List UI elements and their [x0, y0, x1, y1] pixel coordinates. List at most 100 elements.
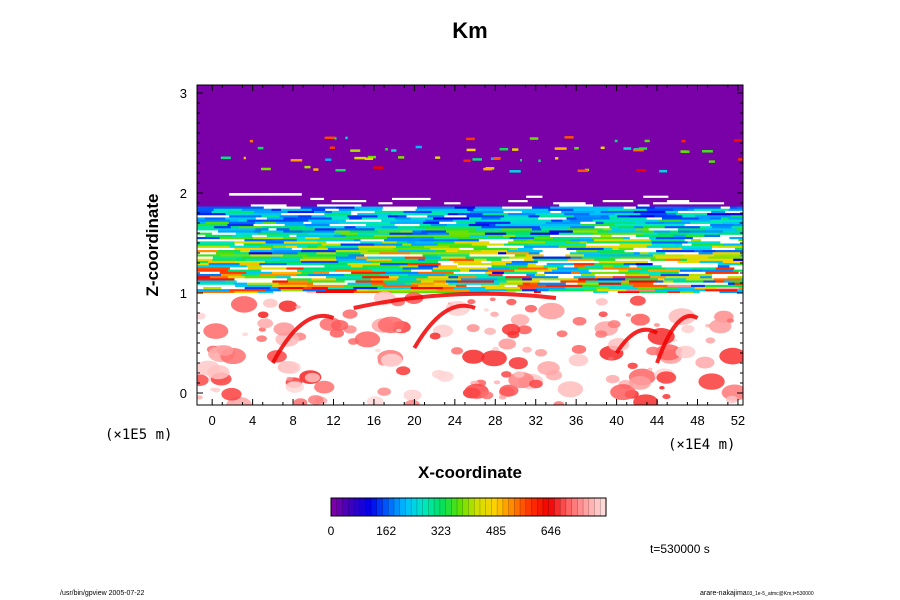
blob [610, 384, 636, 401]
turbulence-cell [437, 243, 473, 246]
turbulence-cell [340, 232, 358, 235]
turbulence-cell [310, 197, 325, 201]
blob [314, 380, 335, 394]
turbulence-cell [635, 193, 660, 196]
turbulence-cell [532, 256, 571, 259]
turbulence-cell [502, 273, 527, 277]
turbulence-cell [448, 232, 486, 235]
turbulence-cell [727, 275, 743, 279]
turbulence-cell [545, 273, 582, 277]
turbulence-cell [603, 227, 613, 231]
turbulence-cell [415, 225, 446, 229]
turbulence-cell [558, 232, 594, 235]
turbulence-cell [632, 284, 669, 287]
colorbar-cell [428, 498, 435, 516]
turbulence-cell [303, 286, 313, 290]
turbulence-cell [572, 229, 599, 233]
turbulence-cell [650, 258, 667, 261]
turbulence-cell [730, 279, 743, 283]
turbulence-cell [629, 236, 650, 240]
turbulence-cell [711, 275, 728, 279]
turbulence-cell [408, 201, 445, 205]
turbulence-cell [304, 223, 331, 227]
blob [556, 330, 568, 338]
turbulence-cell [388, 275, 400, 279]
turbulence-cell [519, 256, 533, 259]
colorbar-cell [514, 498, 521, 516]
turbulence-cell [197, 208, 215, 211]
turbulence-cell [393, 247, 431, 251]
turbulence-cell [377, 229, 401, 233]
turbulence-cell [716, 266, 735, 270]
turbulence-cell [415, 240, 434, 244]
colorbar-cell [434, 498, 441, 516]
blob [380, 353, 403, 368]
turbulence-cell [722, 229, 734, 233]
blob [242, 332, 249, 337]
turbulence-cell [719, 290, 743, 294]
turbulence-cell [211, 232, 237, 235]
turbulence-cell [582, 284, 601, 287]
turbulence-cell [681, 219, 700, 222]
turbulence-cell [487, 234, 504, 237]
turbulence-cell [273, 290, 308, 294]
turbulence-cell [475, 227, 496, 231]
turbulence-cell [225, 264, 248, 268]
turbulence-cell [549, 234, 582, 237]
turbulence-cell [362, 264, 401, 268]
turbulence-cell [461, 199, 491, 203]
turbulence-cell [281, 212, 289, 216]
turbulence-cell [700, 195, 730, 198]
speckle [354, 156, 366, 160]
turbulence-cell [608, 201, 641, 205]
blob [568, 354, 589, 367]
turbulence-cell [542, 269, 553, 272]
turbulence-cell [454, 206, 476, 209]
turbulence-cell [391, 197, 401, 201]
turbulence-cell [271, 201, 296, 205]
blob [607, 356, 614, 361]
turbulence-cell [499, 199, 509, 203]
turbulence-cell [280, 288, 304, 292]
blob [366, 396, 384, 405]
turbulence-cell [506, 262, 529, 266]
turbulence-cell [313, 210, 326, 214]
turbulence-cell [508, 240, 546, 244]
turbulence-cell [652, 223, 686, 227]
turbulence-cell [504, 214, 530, 218]
turbulence-cell [341, 201, 372, 205]
turbulence-cell [379, 273, 409, 277]
turbulence-cell [254, 210, 289, 214]
x-axis-label: X-coordinate [418, 463, 522, 482]
turbulence-cell [523, 245, 560, 248]
turbulence-cell [615, 258, 651, 261]
turbulence-cell [248, 266, 259, 270]
turbulence-cell [699, 219, 711, 222]
turbulence-cell [355, 279, 384, 283]
turbulence-cell [338, 208, 361, 211]
turbulence-cell [253, 236, 270, 240]
turbulence-cell [591, 271, 620, 274]
turbulence-cell [481, 225, 513, 229]
turbulence-cell [434, 236, 459, 240]
turbulence-cell [573, 262, 595, 266]
turbulence-cell [667, 290, 681, 294]
turbulence-cell [411, 243, 439, 246]
turbulence-cell [399, 288, 438, 292]
turbulence-cell [383, 206, 418, 209]
turbulence-cell [635, 221, 646, 224]
turbulence-cell [436, 253, 470, 257]
turbulence-cell [703, 279, 716, 283]
turbulence-cell [197, 262, 210, 266]
turbulence-cell [398, 275, 429, 279]
turbulence-cell [334, 229, 351, 233]
turbulence-cell [229, 245, 261, 248]
blob [304, 372, 320, 383]
turbulence-cell [273, 245, 287, 248]
turbulence-cell [399, 264, 419, 268]
speckle [385, 148, 388, 151]
turbulence-cell [705, 271, 740, 274]
turbulence-cell [734, 247, 743, 251]
turbulence-cell [236, 258, 246, 261]
turbulence-cell [276, 275, 292, 279]
